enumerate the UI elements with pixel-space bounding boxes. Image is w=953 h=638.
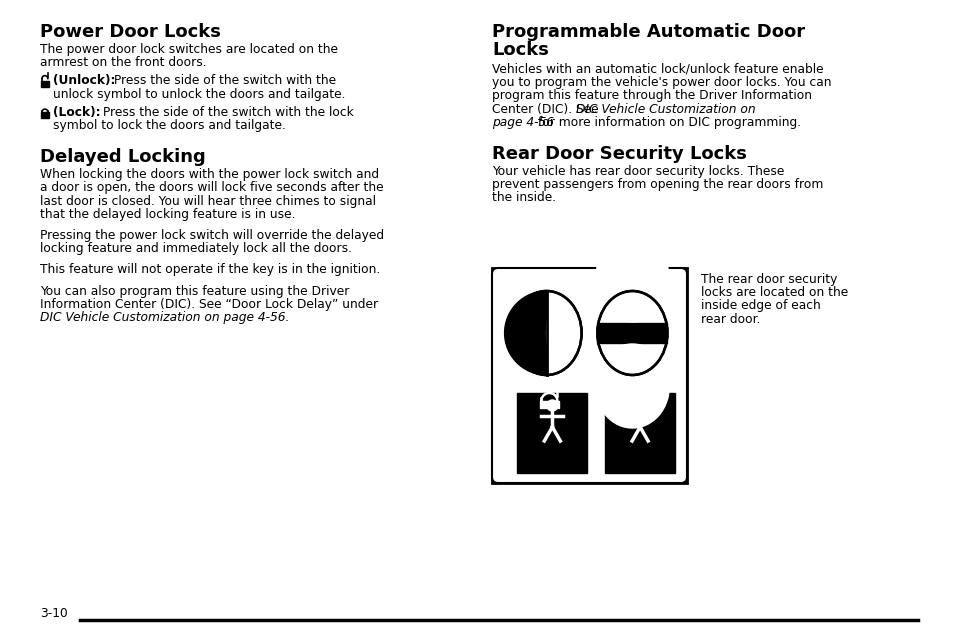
Ellipse shape — [511, 291, 581, 375]
Wedge shape — [504, 291, 546, 375]
Text: symbol to lock the doors and tailgate.: symbol to lock the doors and tailgate. — [53, 119, 286, 132]
Text: Vehicles with an automatic lock/unlock feature enable: Vehicles with an automatic lock/unlock f… — [492, 63, 822, 76]
Text: Center (DIC). See: Center (DIC). See — [492, 103, 602, 115]
Text: locking feature and immediately lock all the doors.: locking feature and immediately lock all… — [40, 242, 352, 255]
Text: that the delayed locking feature is in use.: that the delayed locking feature is in u… — [40, 208, 295, 221]
Text: Delayed Locking: Delayed Locking — [40, 148, 206, 167]
Text: prevent passengers from opening the rear doors from: prevent passengers from opening the rear… — [492, 178, 822, 191]
Bar — [604, 393, 675, 473]
Bar — [517, 393, 587, 473]
Text: The power door lock switches are located on the: The power door lock switches are located… — [40, 43, 337, 56]
Text: Power Door Locks: Power Door Locks — [40, 23, 221, 41]
Text: unlock symbol to unlock the doors and tailgate.: unlock symbol to unlock the doors and ta… — [53, 87, 345, 101]
FancyBboxPatch shape — [492, 268, 686, 483]
Circle shape — [546, 400, 558, 411]
Text: Press the side of the switch with the lock: Press the side of the switch with the lo… — [99, 106, 354, 119]
Bar — [597, 323, 667, 343]
Text: Press the side of the switch with the: Press the side of the switch with the — [110, 75, 335, 87]
Text: Locks: Locks — [492, 41, 548, 59]
Bar — [631, 401, 649, 408]
Text: armrest on the front doors.: armrest on the front doors. — [40, 56, 207, 69]
Text: locks are located on the: locks are located on the — [700, 286, 847, 299]
Bar — [41, 80, 49, 87]
Text: a door is open, the doors will lock five seconds after the: a door is open, the doors will lock five… — [40, 181, 383, 195]
Text: The rear door security: The rear door security — [700, 273, 837, 286]
Bar — [41, 112, 49, 119]
Text: Information Center (DIC). See “Door Lock Delay” under: Information Center (DIC). See “Door Lock… — [40, 298, 377, 311]
Ellipse shape — [595, 238, 669, 322]
FancyBboxPatch shape — [492, 268, 686, 483]
Text: (Unlock):: (Unlock): — [53, 75, 115, 87]
Text: program this feature through the Driver Information: program this feature through the Driver … — [492, 89, 811, 103]
Text: (Lock):: (Lock): — [53, 106, 100, 119]
Text: Your vehicle has rear door security locks. These: Your vehicle has rear door security lock… — [492, 165, 783, 178]
Text: When locking the doors with the power lock switch and: When locking the doors with the power lo… — [40, 168, 378, 181]
Text: the inside.: the inside. — [492, 191, 556, 204]
Text: Pressing the power lock switch will override the delayed: Pressing the power lock switch will over… — [40, 229, 384, 242]
Text: inside edge of each: inside edge of each — [700, 299, 820, 313]
Text: rear door.: rear door. — [700, 313, 760, 325]
Text: Rear Door Security Locks: Rear Door Security Locks — [492, 145, 746, 163]
Bar — [539, 401, 558, 408]
Text: DIC Vehicle Customization on page 4-56.: DIC Vehicle Customization on page 4-56. — [40, 311, 289, 324]
Text: page 4-56: page 4-56 — [492, 116, 554, 129]
Text: 3-10: 3-10 — [40, 607, 68, 620]
Text: This feature will not operate if the key is in the ignition.: This feature will not operate if the key… — [40, 263, 380, 276]
Ellipse shape — [546, 291, 581, 375]
Text: last door is closed. You will hear three chimes to signal: last door is closed. You will hear three… — [40, 195, 375, 207]
Text: Programmable Automatic Door: Programmable Automatic Door — [492, 23, 804, 41]
Ellipse shape — [597, 291, 667, 375]
Text: DIC Vehicle Customization on: DIC Vehicle Customization on — [575, 103, 755, 115]
Text: you to program the vehicle's power door locks. You can: you to program the vehicle's power door … — [492, 76, 831, 89]
Ellipse shape — [595, 344, 669, 428]
Circle shape — [634, 400, 645, 411]
Text: for more information on DIC programming.: for more information on DIC programming. — [534, 116, 801, 129]
Text: You can also program this feature using the Driver: You can also program this feature using … — [40, 285, 349, 297]
